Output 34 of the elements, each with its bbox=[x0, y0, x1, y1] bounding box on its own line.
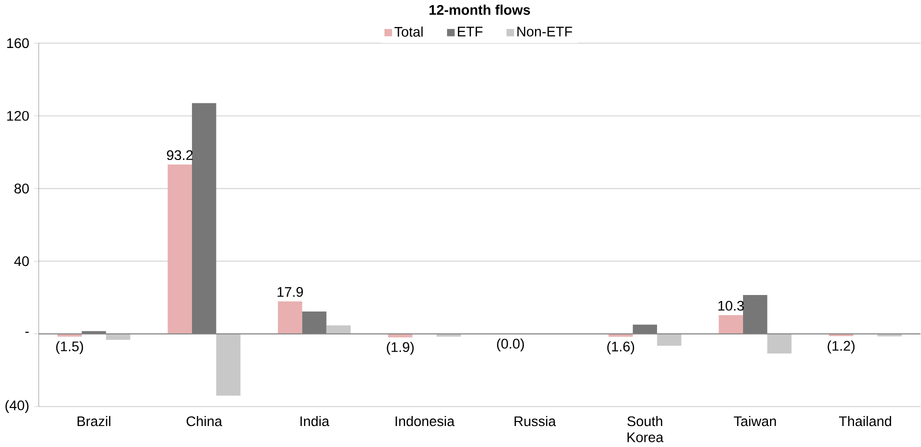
x-tick-label: Taiwan bbox=[734, 416, 776, 426]
data-label: (1.2) bbox=[828, 340, 855, 354]
legend-label: ETF bbox=[458, 26, 482, 36]
data-label: 93.2 bbox=[166, 150, 193, 160]
y-tick-label: 80 bbox=[14, 184, 29, 194]
bar bbox=[657, 334, 682, 346]
bar bbox=[216, 334, 240, 396]
bar bbox=[326, 325, 351, 334]
y-tick-label: 120 bbox=[7, 111, 29, 121]
y-tick-label: - bbox=[25, 332, 29, 333]
data-label: (1.6) bbox=[607, 341, 634, 354]
bar bbox=[767, 334, 792, 354]
bar bbox=[278, 301, 302, 334]
y-tick-label: 40 bbox=[14, 256, 29, 266]
data-label: (0.0) bbox=[497, 338, 524, 352]
data-label: (1.5) bbox=[56, 341, 84, 354]
data-label: 10.3 bbox=[718, 300, 744, 311]
x-tick-label: South Korea bbox=[627, 416, 664, 442]
data-label: 17.9 bbox=[278, 287, 303, 297]
x-tick-label: Brazil bbox=[78, 416, 110, 426]
legend-label: Non-ETF bbox=[517, 26, 572, 37]
x-tick-label: India bbox=[300, 416, 330, 426]
x-tick-label: Thailand bbox=[839, 416, 892, 426]
y-tick-label: (40) bbox=[5, 400, 28, 414]
bar bbox=[168, 164, 192, 334]
x-tick-label: Indonesia bbox=[396, 416, 455, 426]
bar bbox=[106, 334, 130, 340]
x-tick-label: Russia bbox=[514, 416, 556, 426]
data-label: (1.9) bbox=[386, 342, 414, 355]
legend-label: Total bbox=[394, 26, 423, 37]
x-tick-label: China bbox=[186, 416, 222, 426]
bar bbox=[718, 315, 744, 334]
y-tick-label: 160 bbox=[7, 38, 29, 48]
chart-title: 12-month flows bbox=[430, 4, 530, 15]
